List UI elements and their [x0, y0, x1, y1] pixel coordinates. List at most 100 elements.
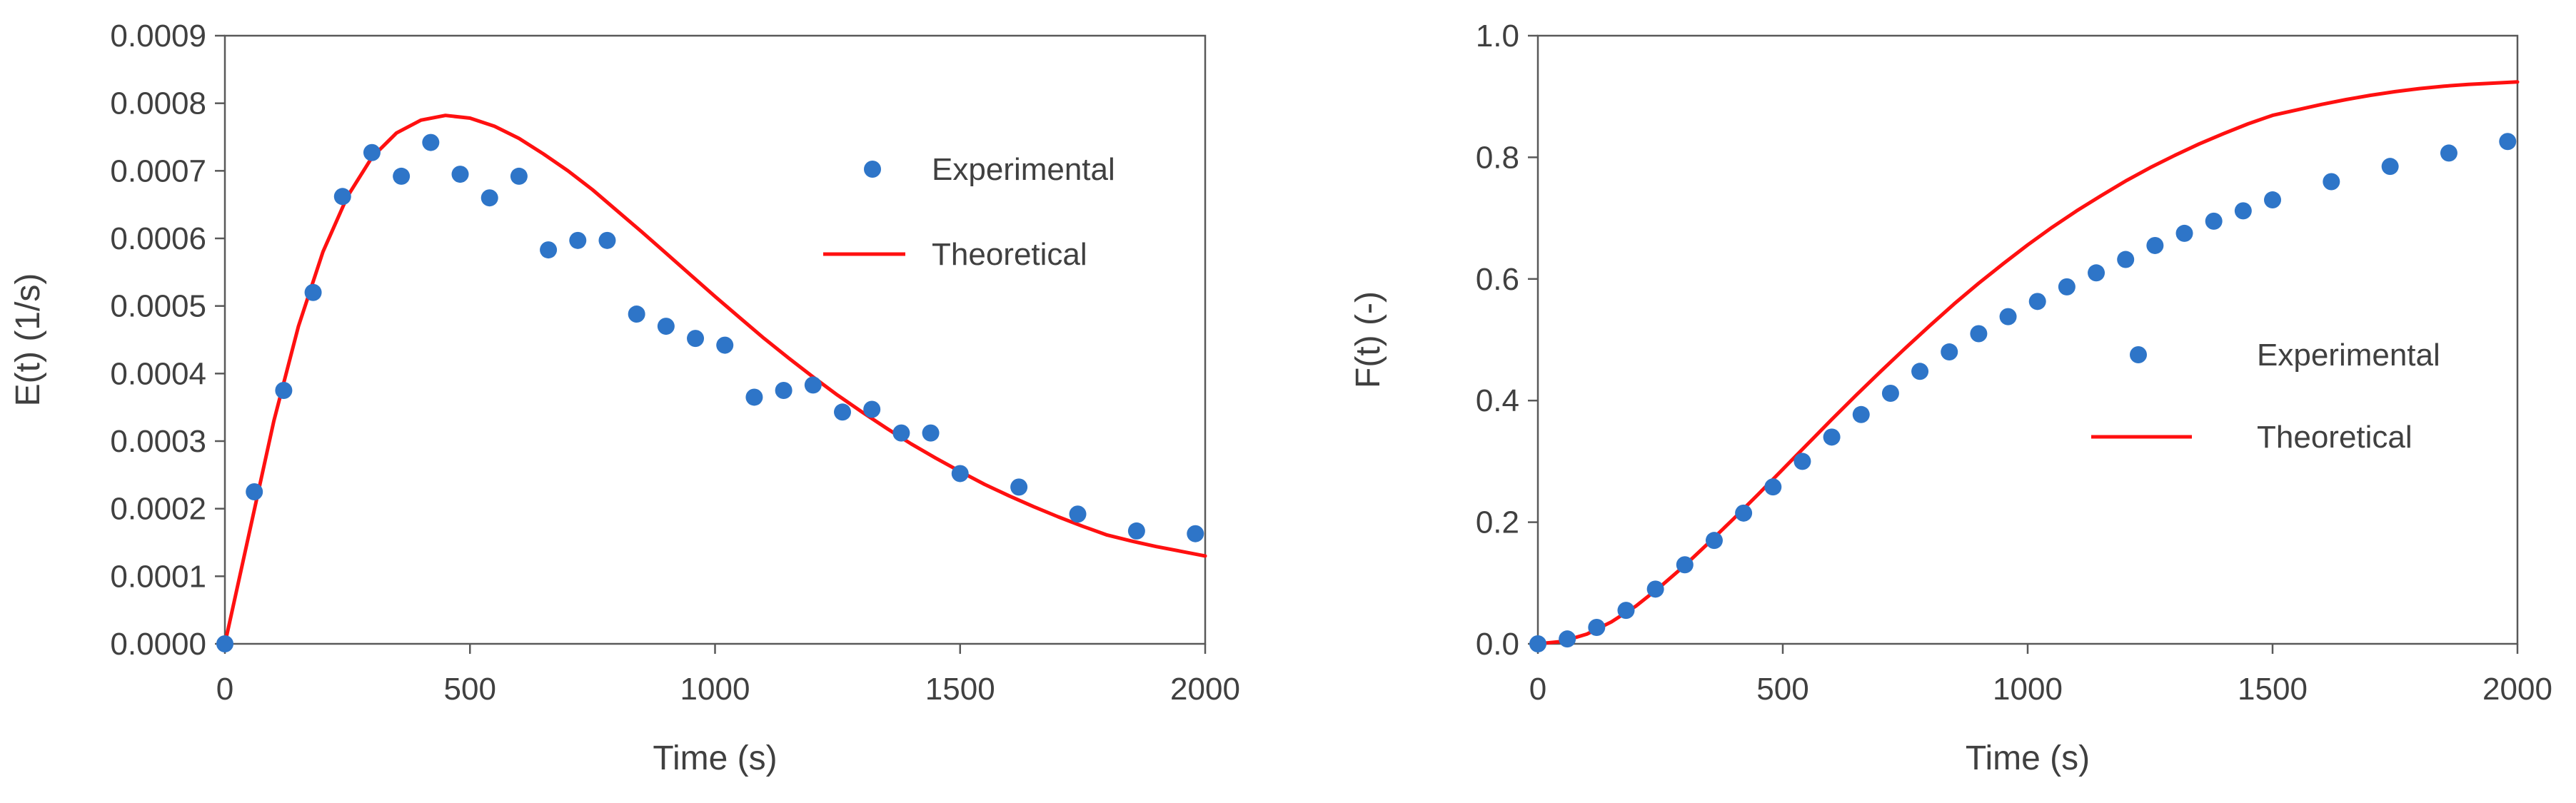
- experimental-data-point: [1127, 522, 1145, 540]
- experimental-data-point: [892, 424, 910, 442]
- experimental-data-point: [393, 167, 411, 185]
- experimental-data-point: [333, 188, 351, 206]
- y-tick-label: 0.0004: [110, 356, 206, 391]
- experimental-data-point: [598, 231, 616, 249]
- experimental-data-point: [1793, 453, 1811, 470]
- experimental-data-point: [1852, 405, 1870, 423]
- experimental-data-point: [216, 635, 233, 652]
- experimental-data-point: [804, 376, 822, 394]
- experimental-data-point: [2440, 144, 2457, 162]
- experimental-data-point: [1069, 505, 1087, 523]
- experimental-data-point: [363, 143, 381, 161]
- experimental-data-point: [745, 388, 763, 406]
- legend-experimental-marker: [864, 161, 881, 178]
- legend-theoretical-label: Theoretical: [932, 237, 1087, 272]
- y-tick-label: 0.0003: [110, 424, 206, 459]
- y-tick-label: 0.0005: [110, 289, 206, 324]
- x-tick-label: 1500: [925, 672, 995, 707]
- experimental-data-point: [951, 465, 969, 483]
- experimental-data-point: [1764, 478, 1782, 496]
- experimental-data-point: [716, 336, 734, 354]
- y-tick-label: 0.0000: [110, 627, 206, 662]
- experimental-data-point: [1529, 635, 1546, 652]
- legend-experimental-marker: [2130, 346, 2147, 363]
- x-tick-label: 0: [216, 672, 233, 707]
- y-tick-label: 0.0009: [110, 19, 206, 54]
- x-tick-label: 2000: [2482, 672, 2552, 707]
- x-tick-label: 1000: [1993, 672, 2063, 707]
- experimental-data-point: [2146, 236, 2164, 254]
- x-axis-title: Time (s): [1966, 739, 2090, 777]
- y-tick-label: 1.0: [1476, 19, 1519, 54]
- experimental-data-point: [1187, 525, 1204, 542]
- experimental-data-point: [304, 283, 322, 301]
- experimental-data-point: [833, 403, 851, 421]
- y-tick-label: 0.0008: [110, 86, 206, 121]
- experimental-data-point: [1676, 556, 1694, 574]
- y-tick-label: 0.0002: [110, 492, 206, 527]
- y-tick-label: 0.8: [1476, 140, 1519, 175]
- f-t-chart: 0.0 0.2 0.4 0.6 0.8 1.0 0 500 1000 1500 2000 Time (…: [1349, 19, 2552, 777]
- y-tick-label: 0.6: [1476, 262, 1519, 297]
- experimental-data-point: [2205, 212, 2223, 230]
- experimental-data-point: [510, 167, 528, 185]
- experimental-data-point: [2264, 191, 2281, 209]
- y-tick-label: 0.0006: [110, 221, 206, 256]
- experimental-data-point: [1588, 618, 1606, 636]
- y-axis-title: F(t) (-): [1349, 291, 1387, 388]
- theoretical-series-line: [223, 113, 1207, 646]
- experimental-data-point: [1823, 428, 1841, 446]
- y-tick-label: 0.2: [1476, 505, 1519, 540]
- experimental-data-point: [540, 241, 558, 259]
- experimental-data-point: [1705, 532, 1723, 550]
- experimental-data-point: [569, 231, 587, 249]
- experimental-data-point: [422, 133, 440, 151]
- y-tick-label: 0.0: [1476, 627, 1519, 662]
- experimental-data-point: [1999, 308, 2017, 325]
- legend-theoretical-label: Theoretical: [2257, 420, 2413, 455]
- x-tick-label: 2000: [1170, 672, 1240, 707]
- experimental-data-point: [2323, 173, 2340, 191]
- experimental-data-point: [481, 189, 498, 207]
- experimental-data-point: [2381, 158, 2399, 176]
- experimental-data-point: [275, 382, 293, 399]
- y-tick-label: 0.4: [1476, 383, 1519, 418]
- experimental-data-point: [2058, 278, 2076, 296]
- experimental-data-point: [628, 305, 645, 323]
- x-tick-label: 500: [1756, 672, 1808, 707]
- experimental-data-point: [863, 400, 881, 418]
- experimental-data-point: [246, 483, 263, 500]
- experimental-data-point: [775, 382, 793, 399]
- e-t-chart: 0.0000 0.0001 0.0002 0.0003 0.0004 0.0005 0.00…: [9, 19, 1240, 777]
- experimental-data-point: [1617, 602, 1635, 620]
- experimental-data-point: [1559, 630, 1576, 648]
- x-tick-label: 1500: [2238, 672, 2308, 707]
- legend-experimental-label: Experimental: [2257, 338, 2440, 373]
- experimental-data-point: [2117, 251, 2135, 268]
- experimental-data-point: [2499, 133, 2517, 151]
- x-axis-title: Time (s): [653, 739, 777, 777]
- x-tick-label: 1000: [680, 672, 750, 707]
- experimental-data-point: [1646, 580, 1664, 598]
- y-axis-title: E(t) (1/s): [9, 273, 47, 407]
- plot-area-border: [223, 34, 1207, 645]
- legend-experimental-label: Experimental: [932, 152, 1115, 187]
- x-tick-label: 0: [1529, 672, 1546, 707]
- theoretical-series-line: [1536, 80, 2520, 646]
- experimental-data-point: [687, 330, 705, 348]
- experimental-data-point: [2028, 293, 2046, 310]
- experimental-data-point: [2234, 202, 2252, 220]
- experimental-data-point: [1881, 384, 1899, 402]
- experimental-data-point: [451, 166, 469, 183]
- y-tick-label: 0.0007: [110, 153, 206, 188]
- experimental-data-point: [657, 318, 675, 335]
- y-tick-label: 0.0001: [110, 559, 206, 594]
- experimental-data-point: [2088, 264, 2105, 282]
- experimental-data-point: [2175, 224, 2193, 242]
- experimental-data-point: [1941, 343, 1958, 361]
- experimental-data-point: [1970, 325, 1988, 343]
- experimental-data-point: [1010, 478, 1028, 496]
- experimental-data-point: [922, 424, 940, 442]
- experimental-data-point: [1911, 363, 1929, 380]
